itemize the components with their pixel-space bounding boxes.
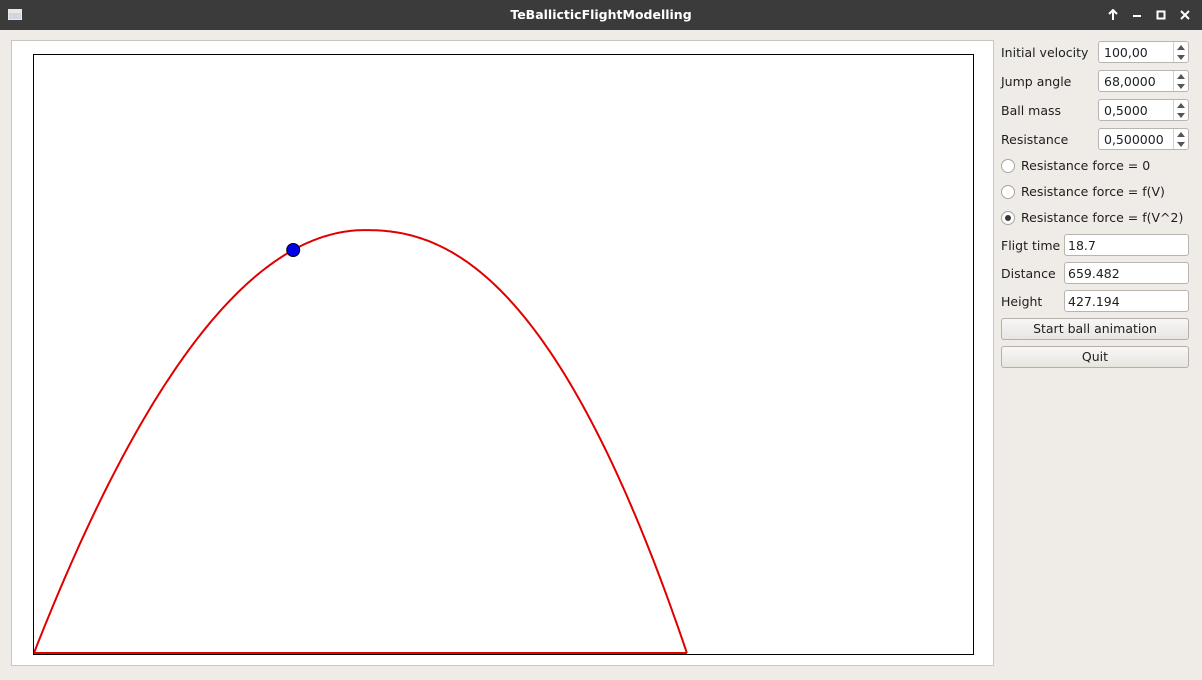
spin-down-icon[interactable] xyxy=(1174,139,1188,149)
spin-down-icon[interactable] xyxy=(1174,81,1188,91)
spin-down-icon[interactable] xyxy=(1174,52,1188,62)
close-icon xyxy=(1180,10,1190,20)
initial-velocity-value[interactable]: 100,00 xyxy=(1104,45,1148,60)
ball-mass-label: Ball mass xyxy=(1001,103,1062,118)
keep-above-button[interactable] xyxy=(1104,6,1122,24)
jump-angle-value[interactable]: 68,0000 xyxy=(1104,74,1156,89)
height-label: Height xyxy=(1001,294,1043,309)
minimize-icon xyxy=(1133,15,1141,17)
app-window-icon[interactable] xyxy=(8,9,22,20)
radio-label[interactable]: Resistance force = f(V) xyxy=(1021,184,1165,199)
height-field[interactable]: 427.194 xyxy=(1064,290,1189,312)
close-button[interactable] xyxy=(1176,6,1194,24)
jump-angle-label: Jump angle xyxy=(1001,74,1072,89)
initial-velocity-label: Initial velocity xyxy=(1001,45,1089,60)
ball-marker xyxy=(286,243,301,257)
window-title: TeBallicticFlightModelling xyxy=(510,7,692,22)
ball-mass-value[interactable]: 0,5000 xyxy=(1104,103,1148,118)
radio-button[interactable] xyxy=(1001,185,1015,199)
spin-down-icon[interactable] xyxy=(1174,110,1188,120)
flight-time-value[interactable]: 18.7 xyxy=(1068,238,1096,253)
start-animation-button[interactable]: Start ball animation xyxy=(1001,318,1189,340)
initial-velocity-spinbox[interactable]: 100,00 xyxy=(1098,41,1189,63)
window-titlebar: TeBallicticFlightModelling xyxy=(0,0,1202,30)
jump-angle-spinbox[interactable]: 68,0000 xyxy=(1098,70,1189,92)
minimize-button[interactable] xyxy=(1128,6,1146,24)
radio-button[interactable] xyxy=(1001,159,1015,173)
maximize-button[interactable] xyxy=(1152,6,1170,24)
trajectory-curve xyxy=(34,229,688,654)
trajectory-canvas xyxy=(34,229,688,654)
spin-up-icon[interactable] xyxy=(1174,129,1188,139)
maximize-icon xyxy=(1156,10,1166,20)
height-value[interactable]: 427.194 xyxy=(1068,294,1120,309)
flight-time-field[interactable]: 18.7 xyxy=(1064,234,1189,256)
distance-label: Distance xyxy=(1001,266,1056,281)
distance-value[interactable]: 659.482 xyxy=(1068,266,1120,281)
quit-button[interactable]: Quit xyxy=(1001,346,1189,368)
resistance-spinbox[interactable]: 0,500000 xyxy=(1098,128,1189,150)
spin-up-icon[interactable] xyxy=(1174,42,1188,52)
radio-label[interactable]: Resistance force = 0 xyxy=(1021,158,1151,173)
trajectory-plot xyxy=(33,54,974,655)
distance-field[interactable]: 659.482 xyxy=(1064,262,1189,284)
ball-mass-spinbox[interactable]: 0,5000 xyxy=(1098,99,1189,121)
flight-time-label: Fligt time xyxy=(1001,238,1061,253)
resistance-value[interactable]: 0,500000 xyxy=(1104,132,1164,147)
arrow-up-icon xyxy=(1108,9,1118,20)
spin-up-icon[interactable] xyxy=(1174,100,1188,110)
spin-up-icon[interactable] xyxy=(1174,71,1188,81)
resistance-label: Resistance xyxy=(1001,132,1069,147)
radio-button[interactable] xyxy=(1001,211,1015,225)
radio-label[interactable]: Resistance force = f(V^2) xyxy=(1021,210,1184,225)
